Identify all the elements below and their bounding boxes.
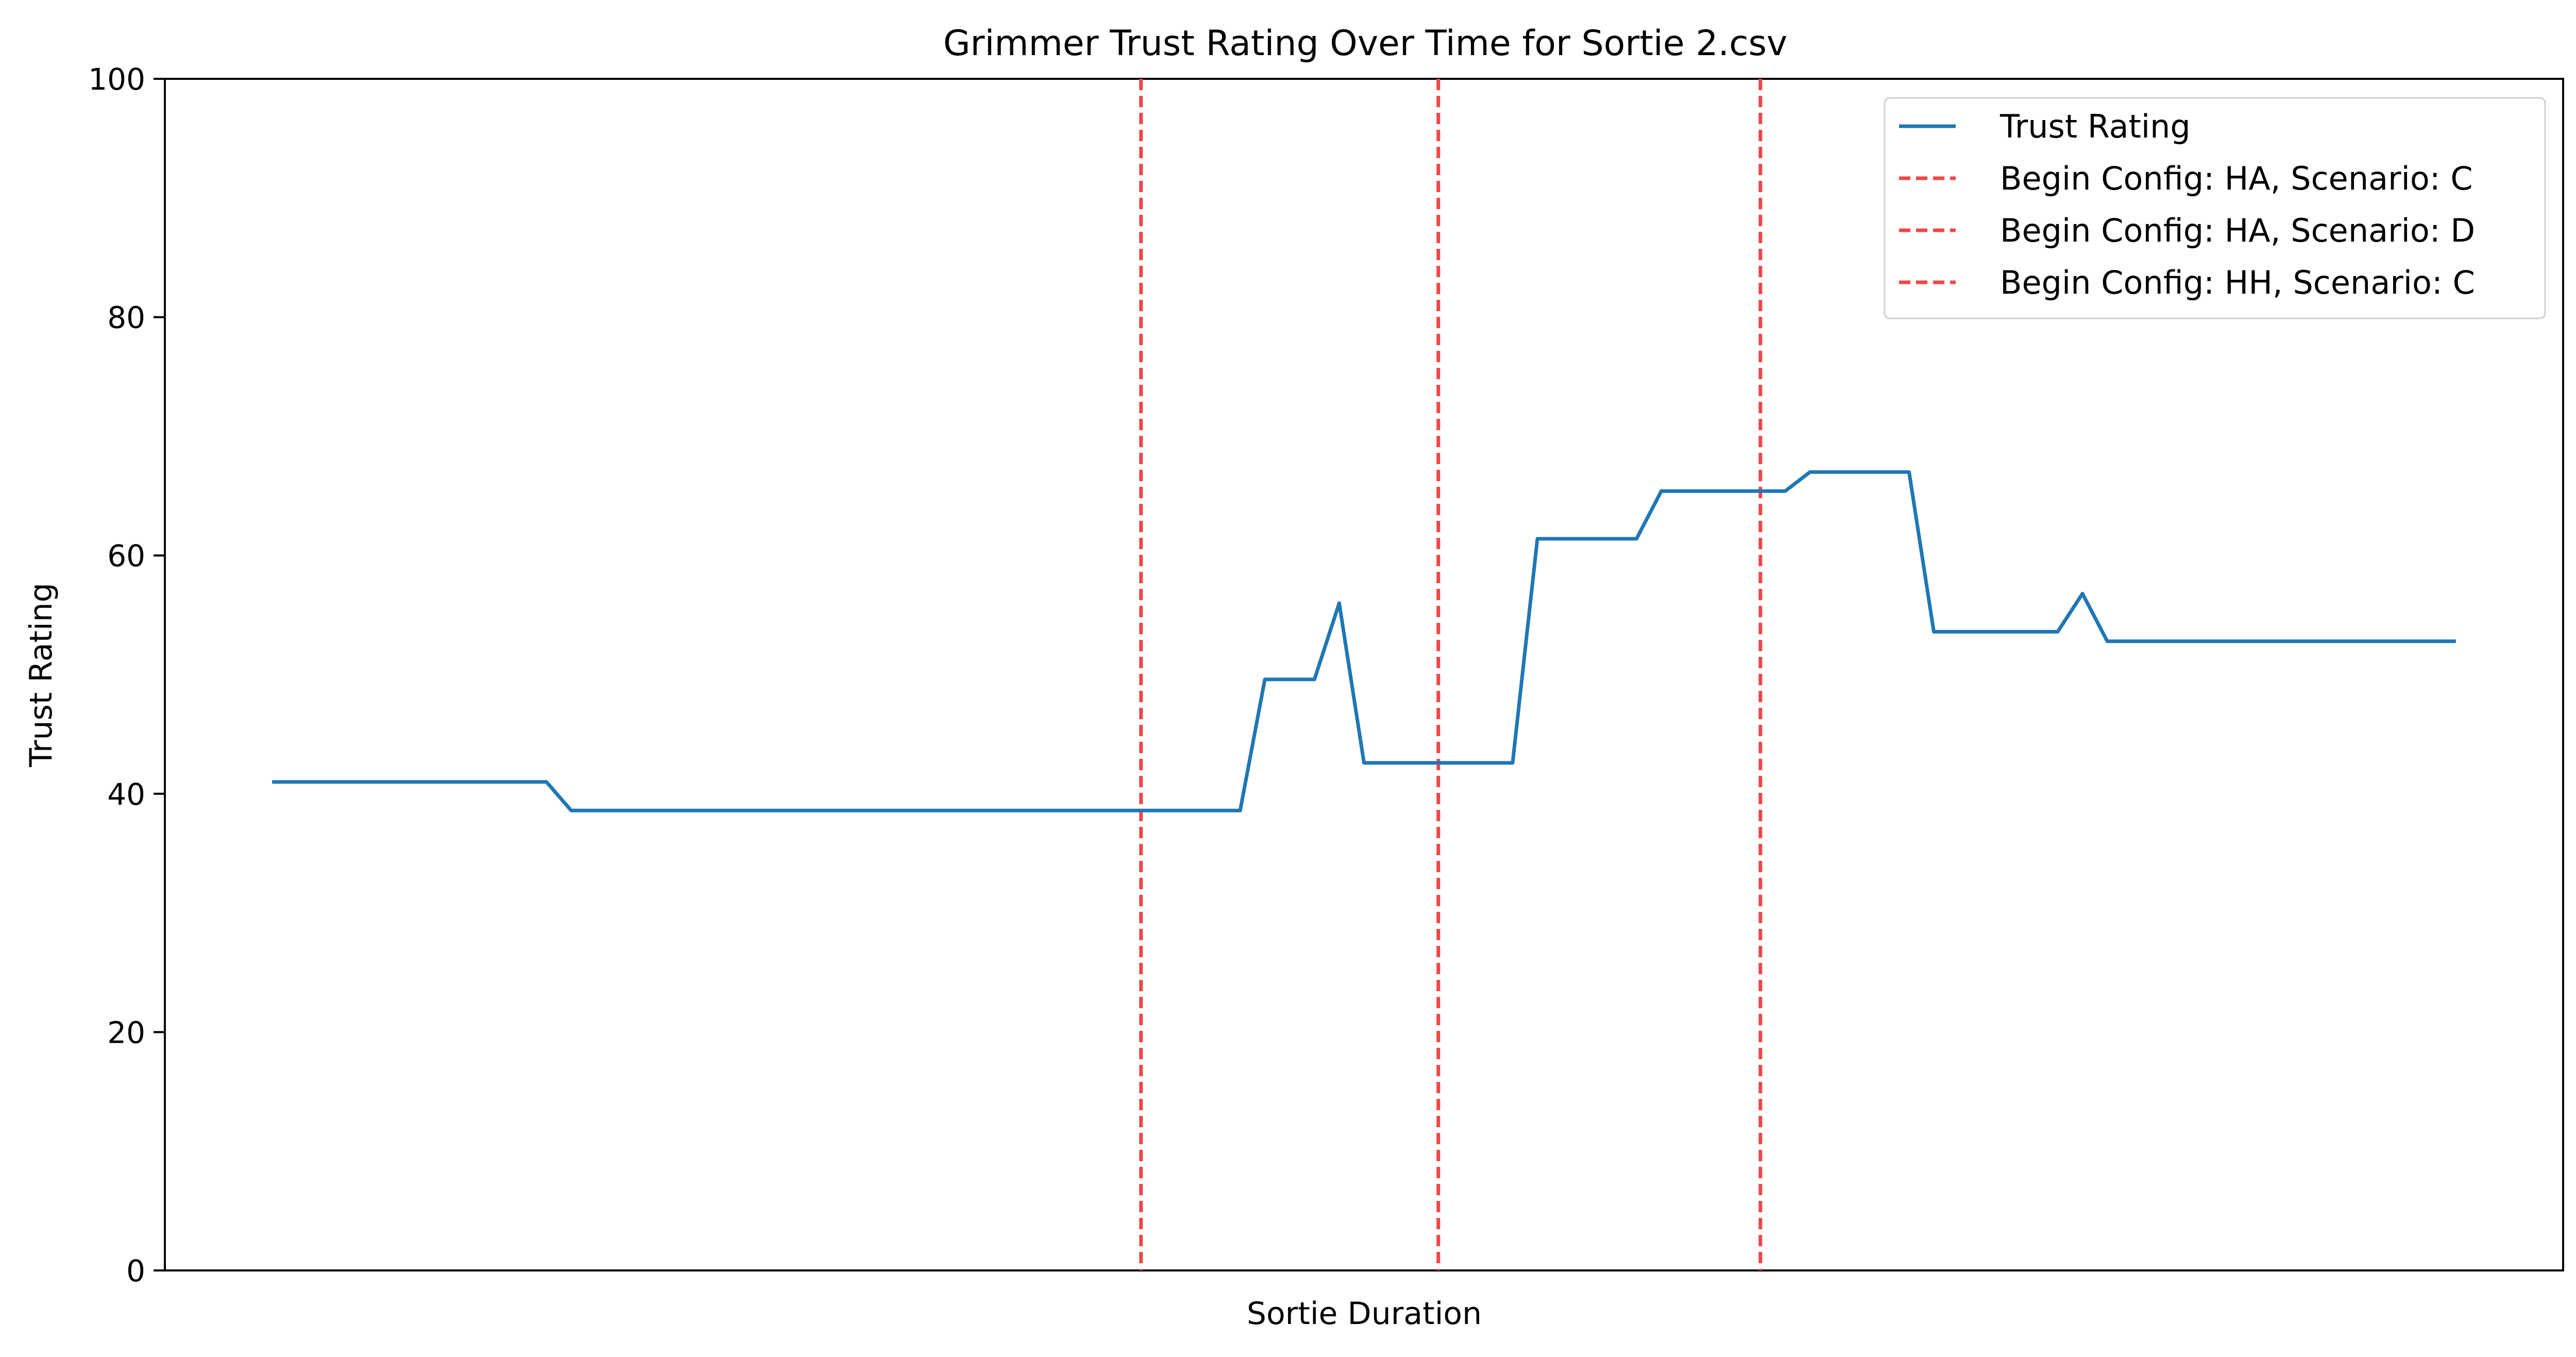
trust-rating-series [272, 470, 2456, 812]
legend-label-config-hh-c: Begin Config: HH, Scenario: C [2000, 264, 2475, 301]
chart-title: Grimmer Trust Rating Over Time for Sorti… [943, 23, 1788, 64]
series-line-trust-rating [272, 470, 2456, 812]
legend-frame [1884, 97, 2546, 319]
legend-label-trust-rating: Trust Rating [1999, 108, 2191, 145]
y-tick-label: 100 [88, 62, 145, 97]
legend-label-config-ha-c: Begin Config: HA, Scenario: C [2000, 160, 2473, 197]
legend-entry-trust-rating: Trust Rating [1899, 108, 2191, 145]
legend-entry-config-hh-c: Begin Config: HH, Scenario: C [1899, 264, 2475, 301]
y-tick-label: 20 [107, 1015, 145, 1050]
x-axis-label: Sortie Duration [1247, 1296, 1482, 1332]
y-tick-label: 80 [107, 300, 145, 335]
y-tick-label: 40 [107, 777, 145, 812]
y-tick-label: 60 [107, 538, 145, 573]
y-axis-ticks: 0 20 40 60 80 100 [88, 62, 165, 1288]
y-tick-label: 0 [126, 1253, 145, 1288]
legend-entry-config-ha-d: Begin Config: HA, Scenario: D [1899, 212, 2475, 249]
y-axis-label: Trust Rating [23, 583, 59, 768]
legend-entry-config-ha-c: Begin Config: HA, Scenario: C [1899, 160, 2473, 197]
config-vertical-lines [1139, 79, 1762, 1270]
legend-label-config-ha-d: Begin Config: HA, Scenario: D [2000, 212, 2475, 249]
legend: Trust Rating Begin Config: HA, Scenario:… [1884, 97, 2546, 319]
